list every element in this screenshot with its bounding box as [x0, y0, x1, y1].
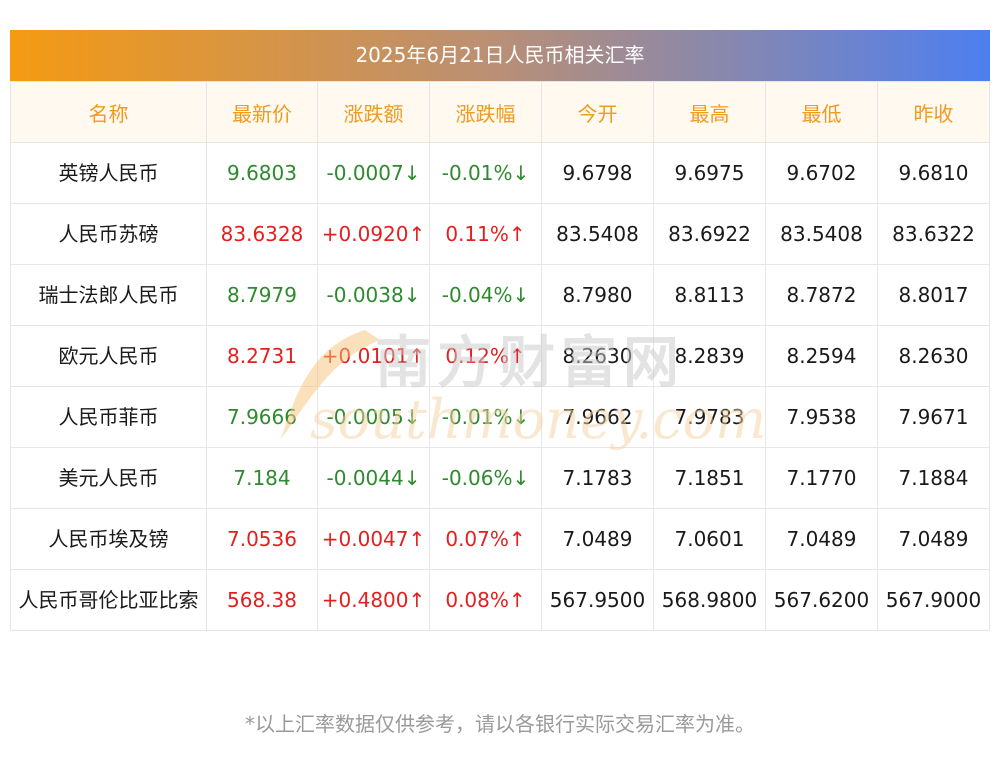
cell-prev: 83.6322: [877, 203, 990, 265]
cell-prev: 8.8017: [877, 264, 990, 326]
header-latest: 最新价: [206, 81, 318, 143]
cell-prev: 9.6810: [877, 142, 990, 204]
cell-pct: 0.07%↑: [429, 508, 542, 570]
cell-high: 8.2839: [653, 325, 766, 387]
cell-pct: -0.06%↓: [429, 447, 542, 509]
cell-open: 7.1783: [541, 447, 654, 509]
cell-latest: 7.184: [206, 447, 318, 509]
cell-latest: 7.0536: [206, 508, 318, 570]
cell-open: 9.6798: [541, 142, 654, 204]
cell-pct: -0.01%↓: [429, 142, 542, 204]
cell-pct: -0.01%↓: [429, 386, 542, 448]
cell-prev: 7.1884: [877, 447, 990, 509]
cell-change: +0.0101↑: [317, 325, 430, 387]
cell-latest: 9.6803: [206, 142, 318, 204]
header-open: 今开: [541, 81, 654, 143]
cell-change: +0.0047↑: [317, 508, 430, 570]
cell-latest: 568.38: [206, 569, 318, 631]
cell-name: 人民币菲币: [10, 386, 207, 448]
cell-open: 7.0489: [541, 508, 654, 570]
cell-name: 人民币哥伦比亚比索: [10, 569, 207, 631]
cell-high: 8.8113: [653, 264, 766, 326]
header-low: 最低: [765, 81, 878, 143]
cell-low: 7.1770: [765, 447, 878, 509]
cell-high: 9.6975: [653, 142, 766, 204]
cell-latest: 8.7979: [206, 264, 318, 326]
cell-open: 567.9500: [541, 569, 654, 631]
cell-change: -0.0007↓: [317, 142, 430, 204]
table-row: 人民币哥伦比亚比索 568.38 +0.4800↑ 0.08%↑ 567.9500 568…: [10, 569, 990, 631]
cell-name: 欧元人民币: [10, 325, 207, 387]
table-row: 人民币菲币 7.9666 -0.0005↓ -0.01%↓ 7.9662 7.9783 7.…: [10, 386, 990, 448]
cell-pct: 0.08%↑: [429, 569, 542, 631]
header-high: 最高: [653, 81, 766, 143]
cell-low: 7.0489: [765, 508, 878, 570]
header-change: 涨跌额: [317, 81, 430, 143]
cell-open: 8.7980: [541, 264, 654, 326]
cell-name: 英镑人民币: [10, 142, 207, 204]
page-title: 2025年6月21日人民币相关汇率: [10, 30, 990, 81]
disclaimer-footnote: *以上汇率数据仅供参考，请以各银行实际交易汇率为准。: [245, 712, 755, 736]
cell-low: 567.6200: [765, 569, 878, 631]
cell-low: 8.7872: [765, 264, 878, 326]
cell-low: 83.5408: [765, 203, 878, 265]
cell-high: 7.9783: [653, 386, 766, 448]
cell-prev: 567.9000: [877, 569, 990, 631]
header-change-pct: 涨跌幅: [429, 81, 542, 143]
cell-name: 美元人民币: [10, 447, 207, 509]
table-row: 人民币苏磅 83.6328 +0.0920↑ 0.11%↑ 83.5408 83.6922…: [10, 203, 990, 265]
header-name: 名称: [10, 81, 207, 143]
cell-open: 7.9662: [541, 386, 654, 448]
cell-name: 人民币埃及镑: [10, 508, 207, 570]
cell-prev: 7.9671: [877, 386, 990, 448]
exchange-rate-table: 名称 最新价 涨跌额 涨跌幅 今开 最高 最低 昨收 英镑人民币 9.6803 -0…: [10, 81, 990, 631]
table-row: 欧元人民币 8.2731 +0.0101↑ 0.12%↑ 8.2630 8.2839 8.2…: [10, 325, 990, 387]
cell-latest: 83.6328: [206, 203, 318, 265]
cell-prev: 7.0489: [877, 508, 990, 570]
table-row: 英镑人民币 9.6803 -0.0007↓ -0.01%↓ 9.6798 9.6975 9.…: [10, 142, 990, 204]
cell-name: 瑞士法郎人民币: [10, 264, 207, 326]
cell-change: -0.0005↓: [317, 386, 430, 448]
cell-pct: -0.04%↓: [429, 264, 542, 326]
table-row: 人民币埃及镑 7.0536 +0.0047↑ 0.07%↑ 7.0489 7.0601 7.…: [10, 508, 990, 570]
table-header-row: 名称 最新价 涨跌额 涨跌幅 今开 最高 最低 昨收: [10, 81, 990, 143]
cell-high: 7.0601: [653, 508, 766, 570]
header-prev-close: 昨收: [877, 81, 990, 143]
cell-low: 7.9538: [765, 386, 878, 448]
cell-change: -0.0038↓: [317, 264, 430, 326]
cell-change: +0.0920↑: [317, 203, 430, 265]
cell-prev: 8.2630: [877, 325, 990, 387]
cell-latest: 7.9666: [206, 386, 318, 448]
cell-high: 568.9800: [653, 569, 766, 631]
cell-high: 7.1851: [653, 447, 766, 509]
cell-open: 83.5408: [541, 203, 654, 265]
cell-change: +0.4800↑: [317, 569, 430, 631]
cell-latest: 8.2731: [206, 325, 318, 387]
cell-open: 8.2630: [541, 325, 654, 387]
cell-high: 83.6922: [653, 203, 766, 265]
table-row: 瑞士法郎人民币 8.7979 -0.0038↓ -0.04%↓ 8.7980 8.8113…: [10, 264, 990, 326]
cell-change: -0.0044↓: [317, 447, 430, 509]
cell-low: 8.2594: [765, 325, 878, 387]
table-row: 美元人民币 7.184 -0.0044↓ -0.06%↓ 7.1783 7.1851 7.1…: [10, 447, 990, 509]
cell-name: 人民币苏磅: [10, 203, 207, 265]
cell-pct: 0.12%↑: [429, 325, 542, 387]
cell-pct: 0.11%↑: [429, 203, 542, 265]
cell-low: 9.6702: [765, 142, 878, 204]
